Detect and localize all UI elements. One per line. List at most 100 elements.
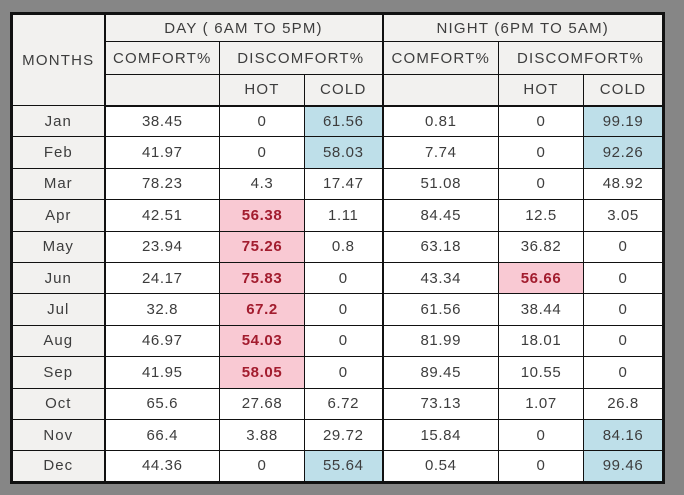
day-cold-header: COLD [304, 74, 383, 107]
value-cell: 43.34 [381, 261, 499, 295]
value-cell: 1.11 [304, 199, 383, 232]
value-cell: 0.8 [304, 230, 383, 263]
table-row: Mar 78.23 4.3 17.47 51.08 0 48.92 [11, 167, 664, 201]
value-cell: 0 [498, 104, 584, 138]
table-row: Sep 41.95 58.05 0 89.45 10.55 0 [11, 356, 664, 389]
table-row: Oct 65.6 27.68 6.72 73.13 1.07 26.8 [11, 387, 664, 420]
value-cell: 7.74 [381, 136, 499, 169]
value-cell: 29.72 [304, 418, 383, 452]
value-cell: 24.17 [103, 261, 220, 295]
value-cell: 0 [219, 104, 305, 138]
value-cell: 3.88 [219, 418, 305, 452]
table-row: May 23.94 75.26 0.8 63.18 36.82 0 [11, 230, 664, 263]
value-cell: 17.47 [304, 167, 383, 201]
table-row: Apr 42.51 56.38 1.11 84.45 12.5 3.05 [11, 199, 664, 232]
value-cell: 3.05 [583, 199, 664, 232]
month-cell: Jan [11, 104, 105, 138]
value-cell: 0 [583, 230, 664, 263]
day-discomfort-header: DISCOMFORT% [219, 41, 383, 75]
value-cell: 58.05 [219, 356, 305, 389]
value-cell: 0 [304, 261, 383, 295]
month-cell: Apr [11, 199, 105, 232]
value-cell: 61.56 [381, 293, 499, 326]
value-cell: 56.38 [219, 199, 305, 232]
value-cell: 65.6 [103, 387, 220, 420]
table-row: Aug 46.97 54.03 0 81.99 18.01 0 [11, 324, 664, 358]
value-cell: 0 [583, 324, 664, 358]
value-cell: 0.81 [381, 104, 499, 138]
month-cell: Oct [11, 387, 105, 420]
value-cell: 0 [219, 136, 305, 169]
day-hot-header: HOT [219, 74, 305, 107]
comfort-discomfort-table: MONTHS DAY ( 6AM TO 5PM) NIGHT (6PM TO 5… [10, 12, 665, 484]
value-cell: 44.36 [103, 450, 220, 483]
value-cell: 0 [498, 418, 584, 452]
day-group-header: DAY ( 6AM TO 5PM) [103, 13, 383, 42]
value-cell: 1.07 [498, 387, 584, 420]
value-cell: 10.55 [498, 356, 584, 389]
value-cell: 0 [498, 167, 584, 201]
value-cell: 75.83 [219, 261, 305, 295]
month-cell: May [11, 230, 105, 263]
value-cell: 56.66 [498, 261, 584, 295]
value-cell: 0 [304, 324, 383, 358]
value-cell: 67.2 [219, 293, 305, 326]
value-cell: 41.97 [103, 136, 220, 169]
value-cell: 55.64 [304, 450, 383, 483]
value-cell: 0 [304, 356, 383, 389]
value-cell: 46.97 [103, 324, 220, 358]
night-comfort-spacer [381, 74, 499, 107]
value-cell: 0.54 [381, 450, 499, 483]
value-cell: 66.4 [103, 418, 220, 452]
value-cell: 61.56 [304, 104, 383, 138]
months-header: MONTHS [11, 13, 105, 106]
table-body: Jan 38.45 0 61.56 0.81 0 99.19 Feb 41.97 0 58.03 7.… [11, 104, 664, 483]
table-row: Jul 32.8 67.2 0 61.56 38.44 0 [11, 293, 664, 326]
value-cell: 81.99 [381, 324, 499, 358]
value-cell: 73.13 [381, 387, 499, 420]
value-cell: 36.82 [498, 230, 584, 263]
value-cell: 51.08 [381, 167, 499, 201]
value-cell: 54.03 [219, 324, 305, 358]
value-cell: 63.18 [381, 230, 499, 263]
value-cell: 92.26 [583, 136, 664, 169]
value-cell: 0 [498, 136, 584, 169]
value-cell: 38.44 [498, 293, 584, 326]
value-cell: 99.46 [583, 450, 664, 483]
month-cell: Dec [11, 450, 105, 483]
value-cell: 26.8 [583, 387, 664, 420]
value-cell: 84.45 [381, 199, 499, 232]
value-cell: 84.16 [583, 418, 664, 452]
value-cell: 18.01 [498, 324, 584, 358]
night-hot-header: HOT [498, 74, 584, 107]
table-frame: MONTHS DAY ( 6AM TO 5PM) NIGHT (6PM TO 5… [10, 12, 665, 484]
value-cell: 32.8 [103, 293, 220, 326]
value-cell: 58.03 [304, 136, 383, 169]
month-cell: Feb [11, 136, 105, 169]
value-cell: 12.5 [498, 199, 584, 232]
month-cell: Jun [11, 261, 105, 295]
month-cell: Nov [11, 418, 105, 452]
value-cell: 41.95 [103, 356, 220, 389]
value-cell: 0 [583, 293, 664, 326]
value-cell: 6.72 [304, 387, 383, 420]
value-cell: 38.45 [103, 104, 220, 138]
month-cell: Mar [11, 167, 105, 201]
day-comfort-spacer [103, 74, 220, 107]
value-cell: 23.94 [103, 230, 220, 263]
table-row: Jan 38.45 0 61.56 0.81 0 99.19 [11, 104, 664, 138]
value-cell: 0 [304, 293, 383, 326]
table-row: Nov 66.4 3.88 29.72 15.84 0 84.16 [11, 418, 664, 452]
table-row: Jun 24.17 75.83 0 43.34 56.66 0 [11, 261, 664, 295]
month-cell: Sep [11, 356, 105, 389]
month-cell: Jul [11, 293, 105, 326]
value-cell: 0 [583, 261, 664, 295]
month-cell: Aug [11, 324, 105, 358]
night-group-header: NIGHT (6PM TO 5AM) [381, 13, 664, 42]
value-cell: 48.92 [583, 167, 664, 201]
value-cell: 0 [583, 356, 664, 389]
night-cold-header: COLD [583, 74, 664, 107]
night-comfort-header: COMFORT% [381, 41, 499, 75]
table-row: Feb 41.97 0 58.03 7.74 0 92.26 [11, 136, 664, 169]
day-comfort-header: COMFORT% [103, 41, 220, 75]
